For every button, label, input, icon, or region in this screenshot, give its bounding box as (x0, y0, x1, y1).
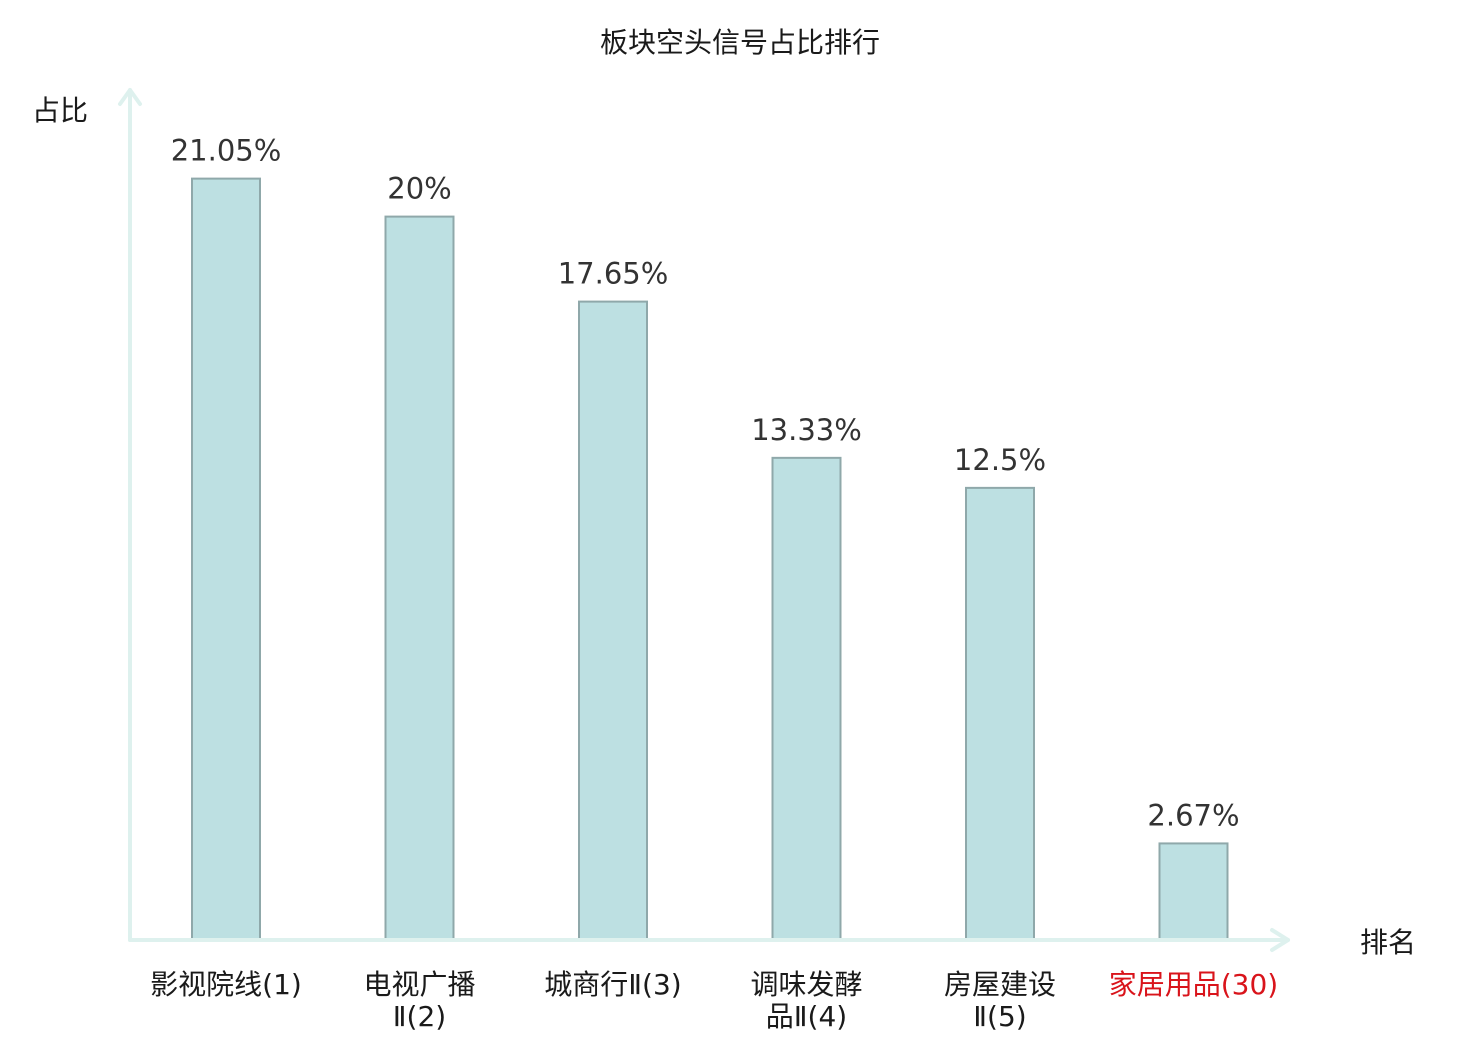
category-label-line: 品Ⅱ(4) (766, 1000, 847, 1033)
bar-6 (1158, 842, 1229, 942)
category-label-line: 电视广播 (363, 968, 475, 1001)
bar-2 (384, 215, 455, 941)
x-axis-label: 排名 (1360, 926, 1416, 959)
category-label-line: 调味发酵 (750, 968, 862, 1001)
category-label-6: 家居用品(30) (1109, 968, 1278, 1001)
category-label-line: 家居用品(30) (1109, 968, 1278, 1001)
category-label-line: 房屋建设 (944, 968, 1056, 1001)
category-labels-layer: 影视院线(1) 电视广播 Ⅱ(2) 城商行Ⅱ(3) 调味发酵品Ⅱ(4) 房屋建设 Ⅱ(5) 家… (150, 968, 1278, 1033)
category-label-1: 影视院线(1) (150, 968, 302, 1001)
category-label-line: Ⅱ(2) (393, 1000, 446, 1033)
x-axis-arrow (1270, 928, 1290, 952)
value-label-6: 2.67% (1147, 798, 1239, 832)
category-label-4: 调味发酵品Ⅱ(4) (750, 968, 862, 1033)
chart-title: 板块空头信号占比排行 (600, 26, 880, 59)
category-label-line: Ⅱ(5) (973, 1000, 1026, 1033)
category-label-line: 影视院线(1) (150, 968, 302, 1001)
bars-layer (191, 177, 1229, 942)
bar-3 (578, 300, 648, 941)
value-label-5: 12.5% (954, 443, 1046, 477)
value-label-2: 20% (387, 172, 451, 206)
category-label-5: 房屋建设 Ⅱ(5) (944, 968, 1056, 1033)
y-axis-label: 占比 (32, 94, 88, 127)
y-axis-arrow (118, 88, 142, 106)
category-label-2: 电视广播 Ⅱ(2) (363, 968, 475, 1033)
category-label-3: 城商行Ⅱ(3) (544, 968, 681, 1001)
category-label-line: 城商行Ⅱ(3) (544, 968, 681, 1001)
value-labels-layer: 21.05% 20% 17.65% 13.33% 12.5% 2.67% (171, 134, 1240, 833)
axes (118, 88, 1290, 952)
value-label-1: 21.05% (171, 134, 282, 168)
bar-4 (771, 456, 842, 941)
value-label-4: 13.33% (751, 413, 862, 447)
bar-5 (965, 486, 1035, 941)
value-label-3: 17.65% (558, 257, 669, 291)
bar-1 (191, 177, 261, 942)
